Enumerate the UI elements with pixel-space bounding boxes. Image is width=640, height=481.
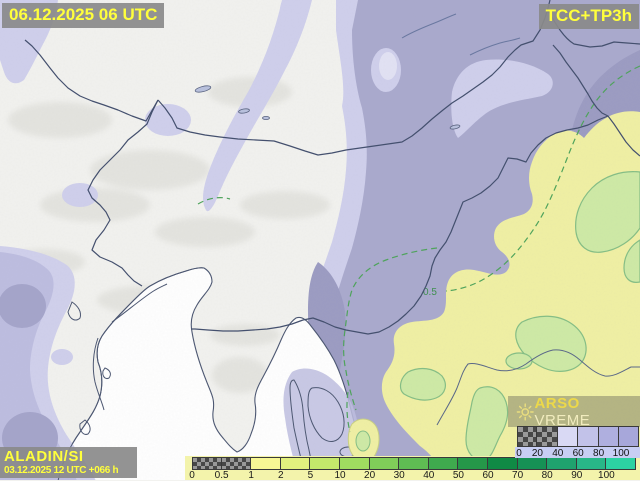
contour-value-label: 0.5 [423,287,437,298]
precip-tick-label: 70 [512,470,524,481]
river-north-1 [401,13,457,39]
arso-branding-box: ARSO VREME [508,395,640,429]
model-run-info: 03.12.2025 12 UTC +066 h [4,464,119,476]
precip-tick-label: 90 [571,470,583,481]
cloud-tick-label: 60 [572,448,584,459]
cloud-tick-label: 80 [593,448,605,459]
cloud-tick-label: 0 [516,448,522,459]
precip-swatch [280,457,311,470]
precip-swatch-checker [192,457,222,470]
precip-tick-label: 0.5 [214,470,229,481]
precip-tick-label: 5 [307,470,314,481]
lakes [194,85,461,130]
precip-swatch [339,457,370,470]
country-borders [24,0,640,335]
product-label: TCC+TP3h [538,4,639,29]
precip-tick-label: 30 [393,470,405,481]
precip-swatch [487,457,518,470]
border-hungary-slovenia-croatia [552,44,640,157]
precip-tick-label: 1 [248,470,254,481]
precip-swatch-checker [221,457,252,470]
precip-swatch [369,457,400,470]
precip-legend: 0 0.5 1 2 5 10 20 30 40 50 60 70 80 90 1… [185,456,640,481]
precip-swatch [399,457,429,470]
precip-tick-label: 10 [334,470,346,481]
precip-legend-swatches [192,457,636,470]
precip-tick-label: 40 [423,470,435,481]
sun-icon [516,402,534,421]
cloud-tick-label: 40 [552,448,564,459]
precip-swatch [458,457,488,470]
precip-swatch [310,457,340,470]
cloud-swatch-checker [537,426,558,447]
cloud-tick-label: 100 [612,448,630,459]
arso-agency-label: ARSO [534,394,580,412]
precip-tick-label: 20 [364,470,376,481]
cloud-swatch [598,426,619,447]
river-north-2 [469,37,521,56]
precip-tick-label: 0 [189,470,195,481]
border-italy-slovenia [87,99,159,287]
cloud-legend-label-strip: 0 20 40 60 80 100 [515,447,640,459]
precip-swatch [428,457,459,470]
border-italy-austria-slovenia [24,0,551,156]
precip-swatch [251,457,281,470]
cloud-swatch [557,426,579,447]
precip-tick-label: 50 [452,470,464,481]
precip-tick-label: 60 [482,470,494,481]
border-slovenia-croatia [191,115,609,335]
model-info-box: ALADIN/SI 03.12.2025 12 UTC +066 h [0,447,137,479]
rivers [401,13,640,426]
cloud-legend: 0 20 40 60 80 100 [515,425,640,459]
valid-time-label: 06.12.2025 06 UTC [2,3,165,28]
arso-site-label: VREME [534,411,591,429]
river-sava [436,349,640,426]
cloud-swatch [618,426,640,447]
precip-tick-label: 80 [541,470,553,481]
cloud-legend-swatches [517,426,640,447]
arso-branding-text: ARSO VREME [534,395,632,429]
precip-tick-label: 2 [278,470,284,481]
model-name: ALADIN/SI [4,448,84,465]
cloud-swatch-checker [517,426,538,447]
cloud-tick-label: 20 [531,448,543,459]
cloud-swatch [578,426,599,447]
precip-tick-label: 100 [598,470,615,481]
